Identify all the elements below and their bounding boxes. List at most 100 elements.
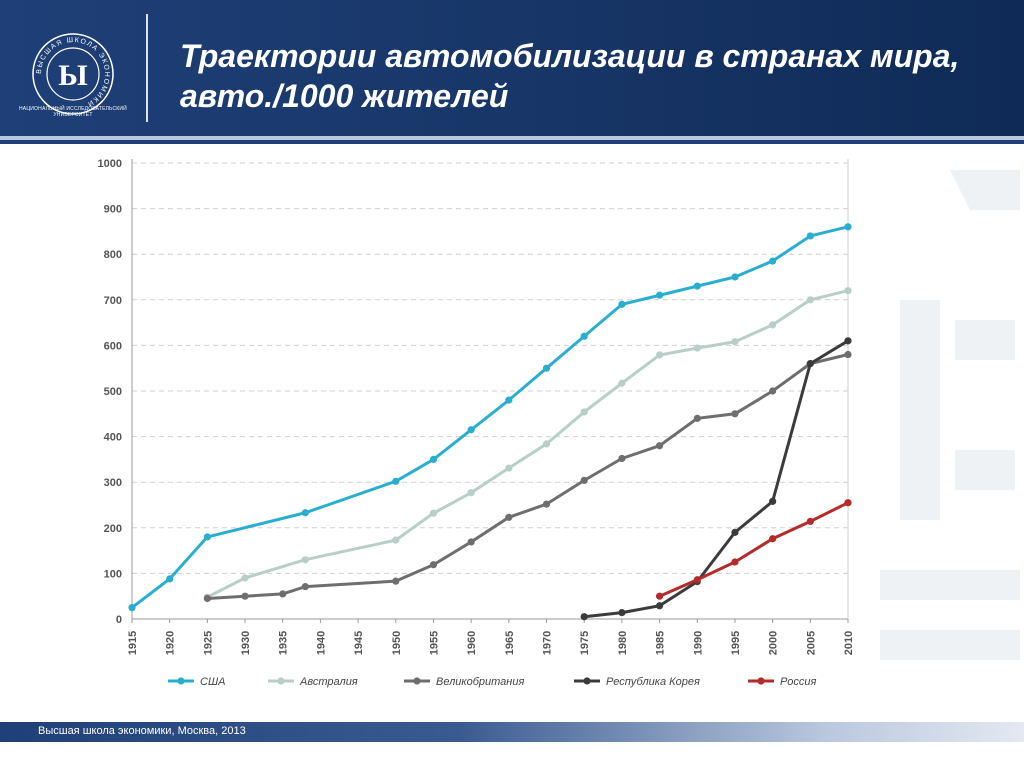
- data-point: [618, 609, 626, 617]
- data-point: [844, 499, 852, 507]
- hse-logo-icon: ВЫСШАЯ ШКОЛА ЭКОНОМИКИ Ы: [32, 33, 114, 115]
- legend-marker: [757, 677, 765, 685]
- x-tick-label: 1925: [202, 631, 214, 655]
- data-point: [655, 351, 664, 359]
- legend-label: Австралия: [299, 676, 358, 688]
- x-tick-label: 1980: [617, 631, 629, 655]
- data-point: [505, 513, 513, 521]
- data-point: [806, 232, 814, 240]
- x-tick-label: 2010: [843, 631, 855, 655]
- data-point: [203, 533, 211, 541]
- series-3: [580, 337, 852, 621]
- series-2: [203, 350, 852, 603]
- grid: [132, 162, 848, 574]
- slide-header: ВЫСШАЯ ШКОЛА ЭКОНОМИКИ Ы НАЦИОНАЛЬНЫЙ ИС…: [0, 0, 1024, 136]
- y-tick-label: 400: [104, 432, 122, 444]
- x-tick-label: 1975: [579, 631, 591, 655]
- y-tick-label: 500: [104, 386, 122, 398]
- data-point: [693, 344, 701, 352]
- data-point: [392, 477, 400, 485]
- x-tick-label: 1965: [504, 631, 516, 655]
- data-point: [429, 455, 438, 463]
- legend-label: Великобритания: [436, 676, 524, 688]
- series-line: [206, 289, 849, 599]
- footer-bar: Высшая школа экономики, Москва, 2013: [0, 722, 1024, 742]
- data-point: [769, 497, 777, 505]
- data-point: [655, 602, 664, 610]
- footer-text: Высшая школа экономики, Москва, 2013: [38, 725, 246, 737]
- data-point: [769, 387, 777, 395]
- legend-label: Республика Корея: [606, 676, 700, 688]
- data-point: [301, 583, 309, 591]
- legend-marker: [177, 677, 185, 685]
- data-point: [467, 426, 475, 434]
- legend-item: Великобритания: [404, 676, 524, 688]
- series-line: [658, 501, 849, 598]
- data-point: [731, 338, 739, 346]
- data-point: [580, 613, 588, 621]
- data-point: [542, 440, 551, 448]
- header-divider: [146, 14, 148, 122]
- y-tick-label: 100: [104, 568, 122, 580]
- data-point: [731, 528, 739, 536]
- legend-label: США: [200, 676, 225, 688]
- data-point: [580, 332, 588, 340]
- series-1: [203, 287, 852, 601]
- data-point: [618, 454, 626, 463]
- data-point: [655, 442, 664, 450]
- data-point: [806, 517, 814, 526]
- data-point: [731, 558, 739, 566]
- x-tick-label: 1970: [542, 631, 554, 655]
- y-tick-label: 1000: [98, 158, 122, 170]
- logo-caption: НАЦИОНАЛЬНЫЙ ИССЛЕДОВАТЕЛЬСКИЙ УНИВЕРСИТ…: [19, 106, 127, 118]
- data-point: [844, 337, 852, 345]
- data-point: [467, 538, 475, 546]
- data-point: [166, 575, 174, 583]
- page-title: Траектории автомобилизации в странах мир…: [180, 38, 960, 114]
- data-point: [769, 321, 777, 329]
- data-point: [844, 350, 852, 359]
- data-point: [618, 300, 626, 308]
- legend-item: США: [168, 676, 225, 688]
- data-point: [429, 561, 438, 569]
- x-tick-label: 2005: [805, 631, 817, 655]
- data-point: [542, 500, 551, 508]
- x-tick-label: 1985: [655, 631, 667, 655]
- x-tick-label: 1935: [278, 631, 290, 655]
- x-tick-label: 1990: [692, 631, 704, 655]
- data-point: [505, 464, 513, 472]
- data-point: [731, 273, 739, 281]
- data-point: [301, 556, 309, 564]
- data-point: [128, 604, 136, 612]
- x-tick-label: 1995: [730, 631, 742, 655]
- x-tick-label: 2000: [768, 631, 780, 655]
- x-tick-label: 1940: [315, 631, 327, 655]
- legend-label: Россия: [780, 676, 816, 688]
- logo-letter: Ы: [58, 59, 87, 92]
- series-line: [131, 225, 849, 609]
- y-tick-label: 900: [104, 204, 122, 216]
- data-point: [844, 287, 852, 295]
- data-point: [618, 379, 626, 387]
- y-tick-label: 700: [104, 295, 122, 307]
- legend: США Австралия Великобритания Республика Кор…: [168, 676, 816, 688]
- series-0: [128, 223, 852, 612]
- legend-marker: [413, 677, 421, 685]
- data-point: [655, 291, 664, 299]
- data-point: [693, 576, 701, 584]
- x-tick-label: 1920: [165, 631, 177, 655]
- x-tick-label: 1930: [240, 631, 252, 655]
- data-point: [580, 476, 588, 484]
- data-point: [241, 574, 249, 582]
- data-point: [693, 282, 701, 290]
- y-tick-label: 200: [104, 523, 122, 535]
- data-point: [731, 410, 739, 418]
- y-tick-label: 300: [104, 477, 122, 489]
- data-point: [806, 360, 814, 368]
- x-tick-label: 1950: [391, 631, 403, 655]
- legend-marker: [583, 677, 591, 685]
- legend-marker: [277, 677, 285, 685]
- background-watermark: [880, 170, 1020, 660]
- data-point: [279, 590, 287, 598]
- data-point: [505, 396, 513, 404]
